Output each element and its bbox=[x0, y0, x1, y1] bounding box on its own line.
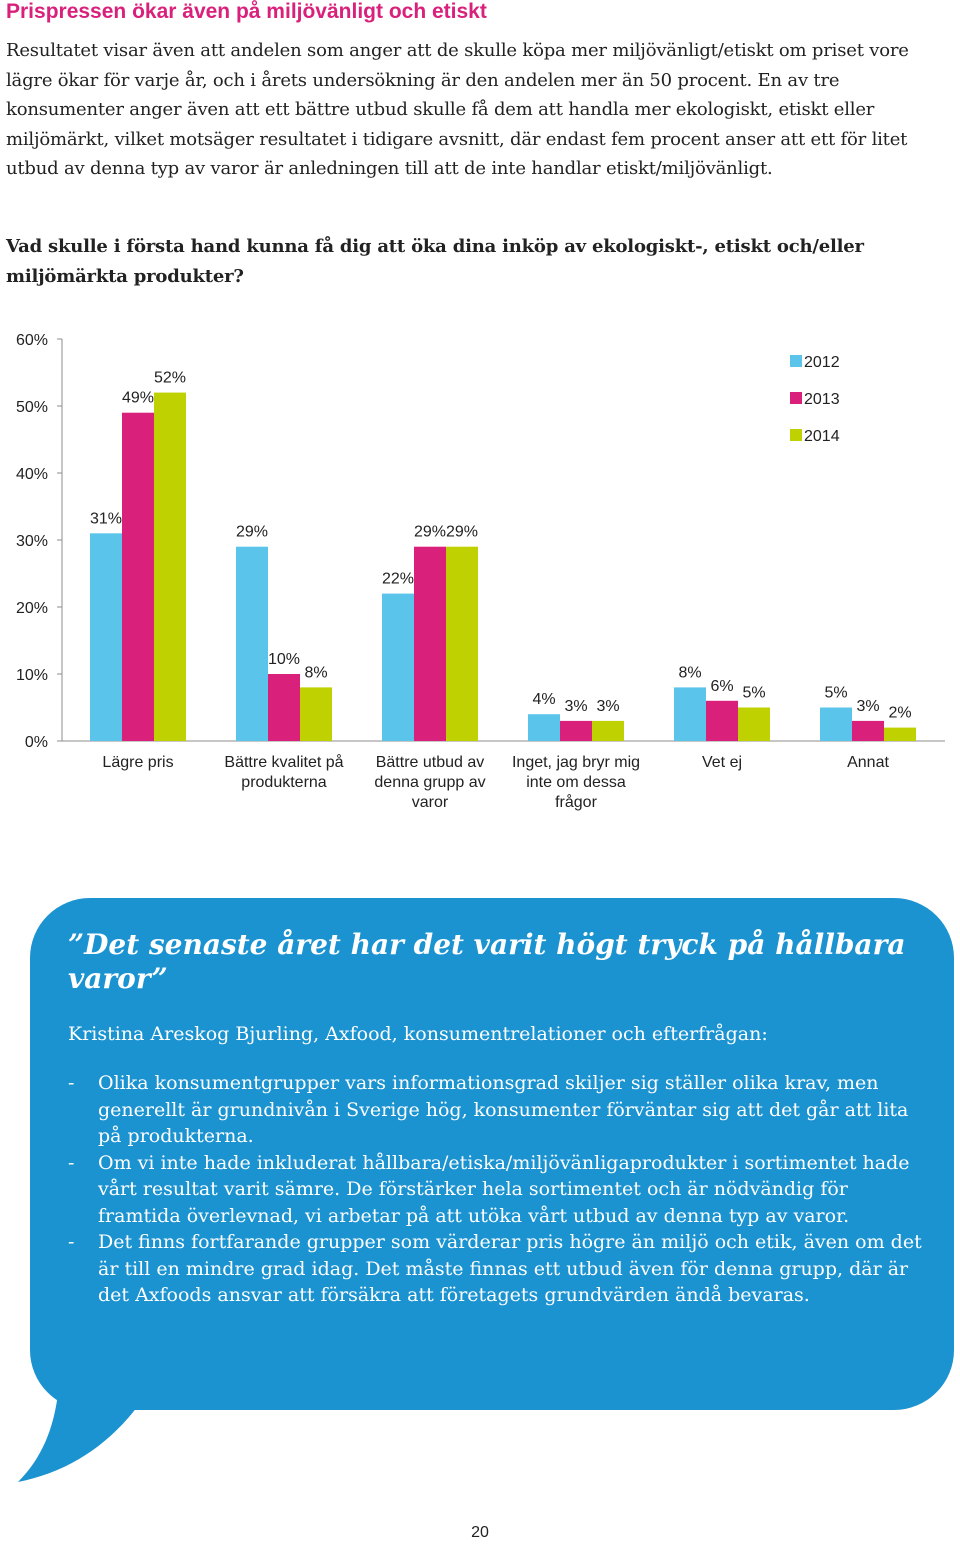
bar bbox=[738, 707, 770, 741]
bullet-dash: - bbox=[68, 1072, 75, 1094]
bar bbox=[154, 392, 186, 741]
bullet-text: Om vi inte hade inkluderat hållbara/etis… bbox=[98, 1151, 910, 1227]
bar-value-label: 31% bbox=[90, 510, 122, 527]
legend-swatch bbox=[790, 355, 802, 367]
section-heading: Prispressen ökar även på miljövänligt oc… bbox=[6, 0, 487, 23]
y-tick-label: 20% bbox=[16, 600, 48, 617]
quote-bullet: - Det finns fortfarande grupper som värde… bbox=[68, 1229, 928, 1309]
legend-swatch bbox=[790, 429, 802, 441]
bar bbox=[674, 687, 706, 741]
bar-value-label: 29% bbox=[236, 524, 268, 541]
category-label: Lägre pris bbox=[102, 754, 173, 771]
quote-bullet: - Om vi inte hade inkluderat hållbara/eti… bbox=[68, 1150, 928, 1230]
y-tick-label: 10% bbox=[16, 667, 48, 684]
bar bbox=[884, 727, 916, 741]
category-label: frågor bbox=[555, 793, 597, 811]
bar-value-label: 4% bbox=[532, 691, 555, 708]
bullet-dash: - bbox=[68, 1151, 75, 1174]
bar-value-label: 10% bbox=[268, 651, 300, 668]
bar-value-label: 3% bbox=[856, 698, 879, 715]
bar bbox=[560, 720, 592, 741]
bar-value-label: 52% bbox=[154, 370, 186, 387]
bar bbox=[852, 720, 884, 741]
quote-bullet: - Olika konsumentgrupper vars information… bbox=[68, 1070, 928, 1150]
quote-bullet-list: - Olika konsumentgrupper vars information… bbox=[68, 1070, 928, 1309]
bar-value-label: 8% bbox=[304, 664, 327, 681]
quote-attribution: Kristina Areskog Bjurling, Axfood, konsu… bbox=[68, 1023, 768, 1045]
y-tick-label: 50% bbox=[16, 399, 48, 416]
category-label: denna grupp av bbox=[374, 774, 485, 791]
legend-label: 2014 bbox=[804, 428, 840, 445]
bar-chart: 0% 10% 20% 30% 40% 50% 60% 31% 29% 22% 4% 8% 5% 49% 10… bbox=[16, 332, 945, 811]
bar bbox=[446, 546, 478, 741]
bar bbox=[382, 593, 414, 741]
quote-title: ”Det senaste året har det varit högt try… bbox=[68, 928, 906, 995]
y-tick-label: 40% bbox=[16, 466, 48, 483]
bar-value-label: 6% bbox=[710, 678, 733, 695]
bar-value-label: 29% bbox=[446, 524, 478, 541]
bar-value-label: 3% bbox=[564, 698, 587, 715]
y-tick-label: 60% bbox=[16, 332, 48, 349]
bar bbox=[236, 546, 268, 741]
bar-value-label: 2% bbox=[888, 705, 911, 722]
intro-paragraph: Resultatet visar även att andelen som an… bbox=[6, 40, 909, 179]
bar bbox=[528, 714, 560, 741]
category-label: varor bbox=[412, 794, 449, 811]
bar-value-label: 49% bbox=[122, 390, 154, 407]
bar bbox=[268, 674, 300, 741]
bar bbox=[820, 707, 852, 741]
bullet-dash: - bbox=[68, 1231, 75, 1253]
survey-question: Vad skulle i första hand kunna få dig at… bbox=[6, 236, 864, 287]
y-tick-label: 30% bbox=[16, 533, 48, 550]
category-label: Bättre kvalitet på bbox=[224, 753, 343, 771]
category-label: Annat bbox=[847, 754, 889, 771]
speech-bubble-tail bbox=[18, 1370, 160, 1482]
bar bbox=[706, 700, 738, 741]
category-label: Bättre utbud av bbox=[376, 754, 485, 771]
bar bbox=[90, 533, 122, 741]
category-label: inte om dessa bbox=[526, 774, 626, 791]
bullet-text: Det finns fortfarande grupper som värder… bbox=[98, 1231, 922, 1306]
bar-value-label: 22% bbox=[382, 571, 414, 588]
bar bbox=[592, 720, 624, 741]
page-number: 20 bbox=[471, 1524, 489, 1541]
bar-value-label: 5% bbox=[742, 685, 765, 702]
legend-swatch bbox=[790, 392, 802, 404]
bar bbox=[414, 546, 446, 741]
category-label: Inget, jag bryr mig bbox=[512, 754, 640, 771]
bullet-text: Olika konsumentgrupper vars informations… bbox=[98, 1072, 909, 1147]
y-tick-label: 0% bbox=[25, 734, 48, 751]
bar-value-label: 3% bbox=[596, 698, 619, 715]
category-label: Vet ej bbox=[702, 754, 742, 771]
category-label: produkterna bbox=[241, 774, 326, 791]
bar-value-label: 5% bbox=[824, 685, 847, 702]
legend-label: 2013 bbox=[804, 391, 840, 408]
bar bbox=[122, 412, 154, 741]
legend-label: 2012 bbox=[804, 354, 840, 371]
quote-callout bbox=[30, 898, 954, 1410]
bar-value-label: 29% bbox=[414, 524, 446, 541]
bar-value-label: 8% bbox=[678, 664, 701, 681]
bar bbox=[300, 687, 332, 741]
